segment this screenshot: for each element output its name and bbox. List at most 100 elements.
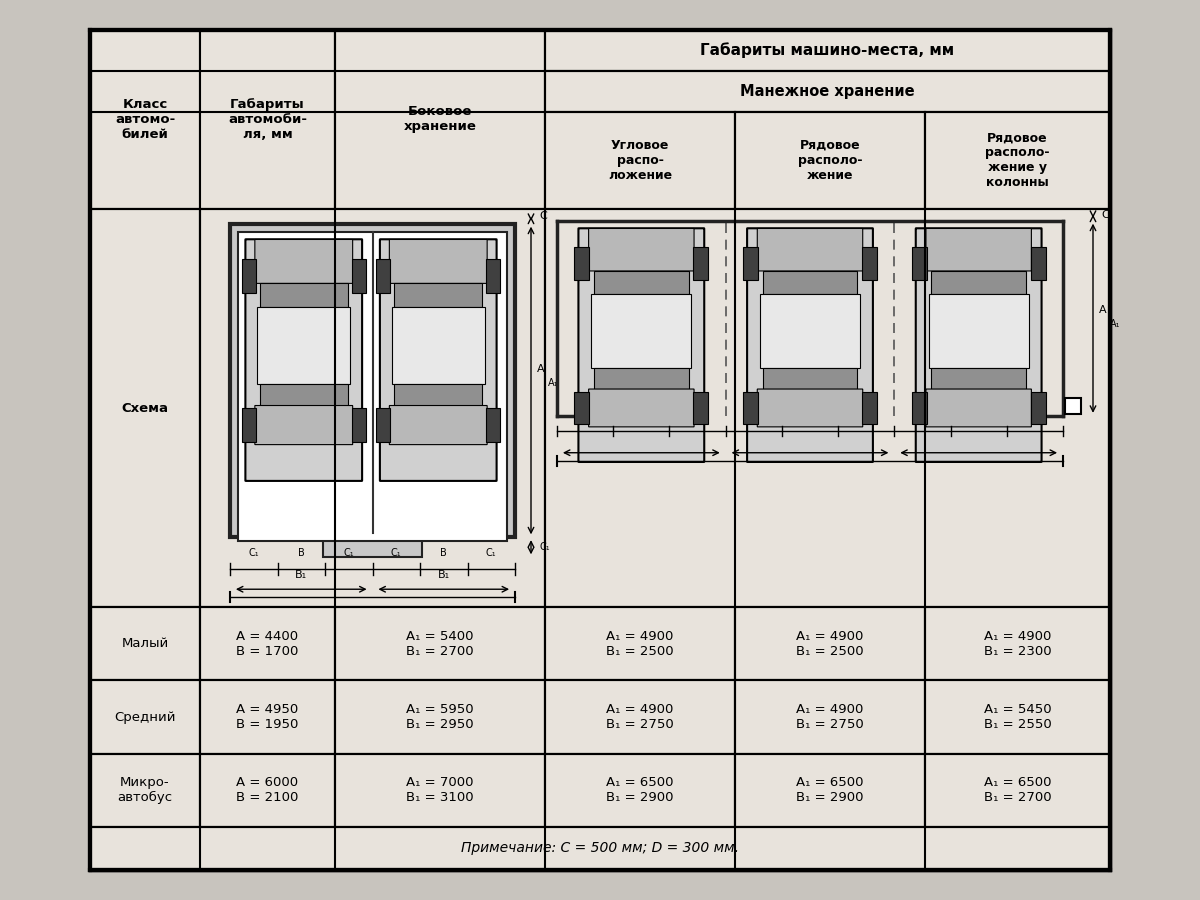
Bar — [200, 30, 335, 209]
Text: A: A — [1099, 305, 1106, 315]
FancyBboxPatch shape — [578, 229, 704, 462]
Text: Габариты
автомоби-
ля, мм: Габариты автомоби- ля, мм — [228, 98, 307, 141]
Bar — [486, 409, 500, 442]
Text: A: A — [538, 364, 545, 374]
Text: D: D — [863, 411, 870, 422]
Text: Рядовое
располо-
жение: Рядовое располо- жение — [798, 139, 863, 182]
Bar — [200, 209, 545, 608]
Text: Средний: Средний — [114, 711, 175, 724]
Bar — [395, 384, 482, 406]
Bar — [734, 753, 925, 827]
FancyBboxPatch shape — [926, 229, 1031, 271]
Bar — [862, 392, 877, 424]
Bar — [925, 753, 1110, 827]
Text: B₁: B₁ — [804, 435, 816, 445]
FancyBboxPatch shape — [757, 229, 863, 271]
Text: Манежное хранение: Манежное хранение — [740, 84, 914, 99]
Text: C: C — [582, 411, 588, 422]
Bar — [694, 248, 708, 280]
Bar — [335, 753, 545, 827]
Text: A₁ = 4900
B₁ = 2300: A₁ = 4900 B₁ = 2300 — [984, 630, 1051, 658]
Text: B₁: B₁ — [973, 435, 985, 445]
Text: D: D — [750, 411, 757, 422]
Text: A₁ = 4900
B₁ = 2750: A₁ = 4900 B₁ = 2750 — [606, 703, 674, 731]
Text: Боковое
хранение: Боковое хранение — [403, 105, 476, 133]
Bar — [862, 248, 877, 280]
Text: D: D — [1031, 411, 1039, 422]
Text: A₁: A₁ — [1110, 320, 1121, 329]
Text: D: D — [694, 411, 701, 422]
FancyBboxPatch shape — [245, 239, 362, 481]
Text: Микро-
автобус: Микро- автобус — [118, 777, 173, 805]
Text: B₁: B₁ — [295, 571, 307, 580]
Text: C₁: C₁ — [343, 548, 354, 558]
Bar — [925, 112, 1110, 209]
Bar — [594, 271, 689, 294]
Bar — [760, 294, 860, 368]
Text: D: D — [919, 411, 926, 422]
Text: A₁ = 6500
B₁ = 2900: A₁ = 6500 B₁ = 2900 — [606, 777, 673, 805]
FancyBboxPatch shape — [254, 406, 353, 445]
Text: A₁ = 7000
B₁ = 3100: A₁ = 7000 B₁ = 3100 — [406, 777, 474, 805]
Text: Габариты машино-места, мм: Габариты машино-места, мм — [701, 42, 954, 58]
Bar — [1031, 248, 1045, 280]
Bar — [545, 112, 734, 209]
Bar — [258, 307, 350, 384]
Bar — [762, 271, 858, 294]
Text: Рядовое
располо-
жение у
колонны: Рядовое располо- жение у колонны — [985, 131, 1050, 189]
Bar — [90, 30, 200, 209]
FancyBboxPatch shape — [748, 229, 872, 462]
Text: A₁ = 5400
B₁ = 2700: A₁ = 5400 B₁ = 2700 — [406, 630, 474, 658]
Bar — [743, 392, 758, 424]
Text: Угловое
распо-
ложение: Угловое распо- ложение — [608, 139, 672, 182]
Text: A₁ = 5950
B₁ = 2950: A₁ = 5950 B₁ = 2950 — [406, 703, 474, 731]
Text: A₁ = 4900
B₁ = 2750: A₁ = 4900 B₁ = 2750 — [796, 703, 864, 731]
Bar — [230, 224, 515, 537]
Text: B: B — [638, 411, 644, 422]
Bar — [545, 71, 1110, 112]
Bar — [1031, 392, 1045, 424]
FancyBboxPatch shape — [916, 229, 1042, 462]
Bar — [241, 409, 256, 442]
Bar — [931, 271, 1026, 294]
Text: A = 4950
B = 1950: A = 4950 B = 1950 — [236, 703, 299, 731]
Bar — [259, 284, 348, 307]
Text: B: B — [440, 548, 448, 558]
Bar — [575, 392, 589, 424]
Text: A₁ = 4900
B₁ = 2500: A₁ = 4900 B₁ = 2500 — [796, 630, 864, 658]
Bar — [335, 608, 545, 680]
Bar — [486, 259, 500, 292]
Text: A = 4400
B = 1700: A = 4400 B = 1700 — [236, 630, 299, 658]
Bar — [912, 392, 926, 424]
Text: A₁ = 4900
B₁ = 2500: A₁ = 4900 B₁ = 2500 — [606, 630, 674, 658]
Bar — [377, 409, 390, 442]
Bar — [323, 537, 422, 557]
Bar — [90, 30, 1110, 870]
Bar — [90, 753, 200, 827]
Bar — [335, 30, 545, 209]
Bar — [545, 753, 734, 827]
Text: C: C — [1102, 210, 1109, 220]
Text: C₁: C₁ — [540, 542, 551, 553]
Bar — [352, 259, 366, 292]
Bar — [200, 608, 335, 680]
Bar — [694, 392, 708, 424]
Bar — [931, 368, 1026, 390]
Bar — [395, 284, 482, 307]
Bar — [929, 294, 1028, 368]
Bar — [259, 384, 348, 406]
Bar — [762, 368, 858, 390]
FancyBboxPatch shape — [389, 239, 487, 284]
Bar — [392, 307, 485, 384]
Bar — [575, 248, 589, 280]
FancyBboxPatch shape — [589, 229, 694, 271]
FancyBboxPatch shape — [380, 239, 497, 481]
Bar — [743, 248, 758, 280]
Bar — [925, 680, 1110, 753]
FancyBboxPatch shape — [589, 389, 694, 427]
Bar — [545, 608, 734, 680]
Text: Малый: Малый — [121, 637, 169, 651]
Bar — [734, 112, 925, 209]
FancyBboxPatch shape — [926, 389, 1031, 427]
Bar — [734, 680, 925, 753]
